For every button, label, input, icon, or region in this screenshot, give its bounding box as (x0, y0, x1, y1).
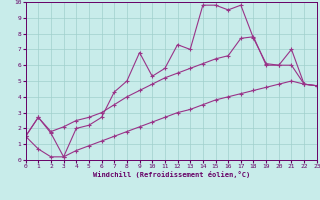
X-axis label: Windchill (Refroidissement éolien,°C): Windchill (Refroidissement éolien,°C) (92, 171, 250, 178)
